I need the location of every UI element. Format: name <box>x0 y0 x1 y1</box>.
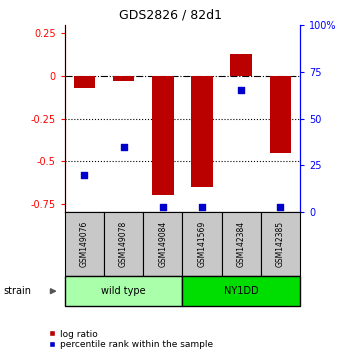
Point <box>160 204 166 210</box>
Bar <box>113 76 134 81</box>
Point <box>82 172 87 178</box>
Point <box>199 204 205 210</box>
Bar <box>143 212 182 276</box>
Text: NY1DD: NY1DD <box>224 286 258 296</box>
Bar <box>191 76 213 187</box>
Text: GSM149084: GSM149084 <box>158 221 167 267</box>
Bar <box>261 212 300 276</box>
Text: GDS2826 / 82d1: GDS2826 / 82d1 <box>119 9 222 22</box>
Text: GSM149078: GSM149078 <box>119 221 128 267</box>
Point <box>238 87 244 93</box>
Bar <box>104 212 143 276</box>
Bar <box>152 76 174 195</box>
Bar <box>222 212 261 276</box>
Text: wild type: wild type <box>101 286 146 296</box>
Text: strain: strain <box>3 286 31 296</box>
Point <box>121 144 126 149</box>
Bar <box>182 276 300 306</box>
Point <box>278 204 283 210</box>
Bar <box>182 212 222 276</box>
Bar <box>270 76 291 153</box>
Bar <box>74 76 95 88</box>
Bar <box>65 212 104 276</box>
Legend: log ratio, percentile rank within the sample: log ratio, percentile rank within the sa… <box>49 330 213 349</box>
Text: GSM142384: GSM142384 <box>237 221 246 267</box>
Text: GSM141569: GSM141569 <box>197 221 207 267</box>
Bar <box>231 54 252 76</box>
Text: GSM142385: GSM142385 <box>276 221 285 267</box>
Bar <box>65 276 182 306</box>
Text: GSM149076: GSM149076 <box>80 221 89 268</box>
